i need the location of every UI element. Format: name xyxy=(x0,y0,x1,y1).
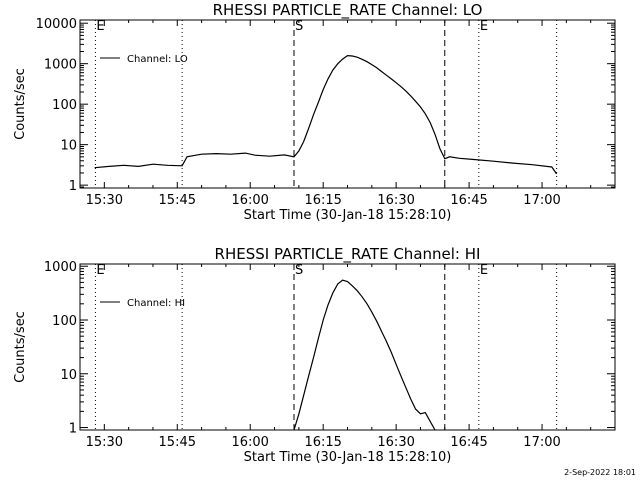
panel-hi: RHESSI PARTICLE_RATE Channel: HI 15:30 15:… xyxy=(13,245,616,465)
time-marker-label: S xyxy=(295,263,303,278)
y-axis-label: Counts/sec xyxy=(13,68,28,140)
date-stamp: 2-Sep-2022 18:01 xyxy=(564,468,636,477)
y-tick-label: 1000 xyxy=(44,260,77,275)
legend-label: Channel: LO xyxy=(127,54,188,65)
x-tick-label: 15:30 xyxy=(86,435,123,450)
x-tick-label: 16:30 xyxy=(377,435,414,450)
x-axis-label: Start Time (30-Jan-18 15:28:10) xyxy=(244,450,452,465)
series-line xyxy=(293,279,436,431)
x-tick-label: 16:15 xyxy=(304,435,341,450)
x-tick-label: 16:30 xyxy=(377,193,414,208)
x-tick-label: 16:45 xyxy=(450,193,487,208)
legend-label: Channel: HI xyxy=(127,298,185,309)
x-tick-label: 16:00 xyxy=(231,193,268,208)
y-tick-label: 10 xyxy=(60,368,77,383)
y-tick-label: 10 xyxy=(60,139,77,154)
time-marker-label: E xyxy=(480,19,488,34)
chart-title: RHESSI PARTICLE_RATE Channel: HI xyxy=(215,245,481,264)
panel-lo: RHESSI PARTICLE_RATE Channel: LO 15:30 15:… xyxy=(13,1,616,223)
series-line xyxy=(94,54,558,175)
y-tick-label: 100 xyxy=(52,98,77,113)
chart-title: RHESSI PARTICLE_RATE Channel: LO xyxy=(213,1,483,20)
x-tick-label: 17:00 xyxy=(523,193,560,208)
y-tick-label: 1 xyxy=(69,422,77,437)
y-axis-label: Counts/sec xyxy=(13,311,28,383)
x-axis-label: Start Time (30-Jan-18 15:28:10) xyxy=(244,208,452,223)
x-tick-label: 16:45 xyxy=(450,435,487,450)
y-tick-label: 1 xyxy=(69,179,77,194)
x-tick-label: 15:30 xyxy=(86,193,123,208)
plot-frame xyxy=(79,263,616,431)
y-tick-label: 1000 xyxy=(44,58,77,73)
y-tick-label: 10000 xyxy=(36,17,77,32)
x-tick-label: 17:00 xyxy=(523,435,560,450)
time-marker-label: E xyxy=(96,19,104,34)
x-tick-label: 16:15 xyxy=(304,193,341,208)
y-tick-label: 100 xyxy=(52,314,77,329)
x-tick-label: 15:45 xyxy=(159,193,196,208)
time-marker-label: E xyxy=(96,263,104,278)
time-marker-label: S xyxy=(295,19,303,34)
x-tick-label: 16:00 xyxy=(231,435,268,450)
plot-frame xyxy=(79,19,616,189)
time-marker-label: E xyxy=(480,263,488,278)
x-tick-label: 15:45 xyxy=(159,435,196,450)
